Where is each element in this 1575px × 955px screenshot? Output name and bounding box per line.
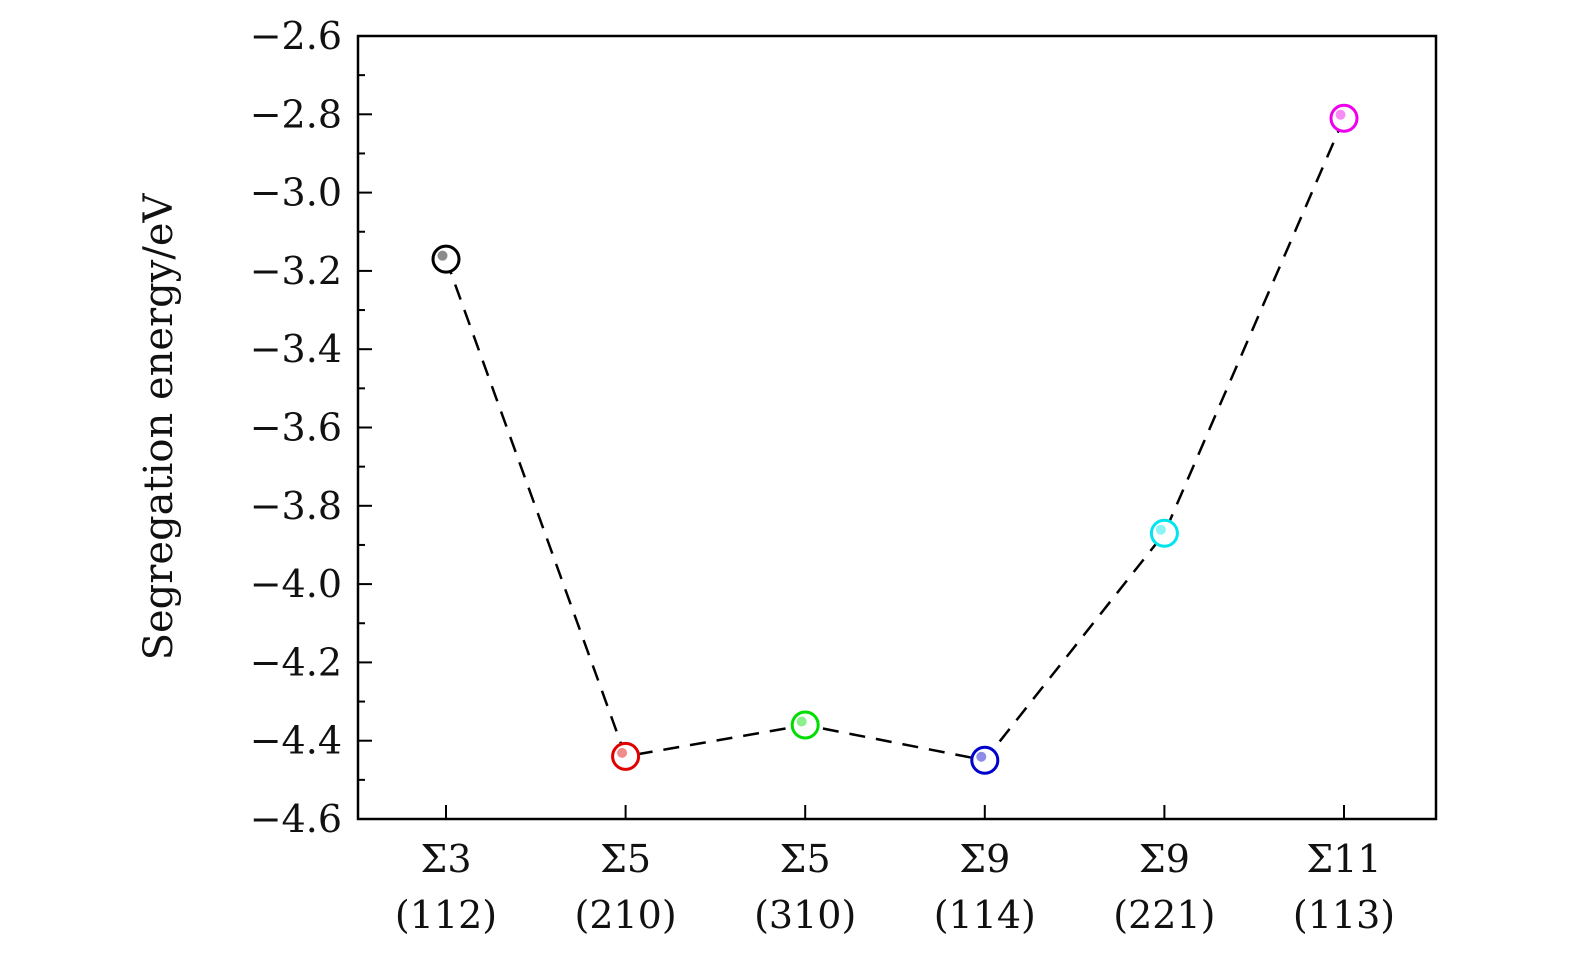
marker-dot (617, 747, 628, 758)
marker-ring (790, 710, 820, 740)
x-tick-labels: Σ3 (112) Σ5 (210) Σ5 (310) Σ9 (114) Σ9 (221) Σ11 (1… (395, 837, 1395, 937)
ticks-layer (358, 35, 1345, 820)
y-tick-label: −4.2 (250, 640, 342, 684)
x-tick-label-sigma: Σ9 (1139, 837, 1190, 881)
y-tick-label: −3.4 (250, 327, 342, 371)
marker-dot (976, 751, 987, 762)
data-point (1329, 103, 1359, 133)
data-point (970, 745, 1000, 775)
marker-dot (1335, 109, 1346, 120)
x-tick-label-sigma: Σ9 (959, 837, 1010, 881)
data-point (1149, 518, 1179, 548)
y-tick-label: −3.6 (250, 406, 342, 450)
x-tick-label-sigma: Σ3 (420, 837, 471, 881)
data-point (611, 741, 641, 771)
x-tick-label-sigma: Σ5 (600, 837, 651, 881)
marker-dot (796, 716, 807, 727)
y-tick-label: −2.6 (250, 14, 342, 58)
y-tick-labels: −2.6 −2.8 −3.0 −3.2 −3.4 −3.6 −3.8 −4.0 −4.2 −4.4… (250, 14, 342, 841)
plot-frame (356, 34, 1438, 821)
connector-line-layer (444, 117, 1346, 762)
marker-ring (611, 741, 641, 771)
marker-ring (431, 244, 461, 274)
marker-dot (1155, 524, 1166, 535)
data-point (790, 710, 820, 740)
x-tick-label-plane: (210) (575, 893, 677, 937)
marker-dot (437, 250, 448, 261)
marker-ring (970, 745, 1000, 775)
series-line (444, 117, 1346, 762)
data-point (431, 244, 461, 274)
x-tick-label-plane: (310) (754, 893, 856, 937)
x-tick-label-plane: (113) (1293, 893, 1395, 937)
y-tick-label: −3.8 (250, 484, 342, 528)
y-tick-label: −2.8 (250, 92, 342, 136)
y-tick-label: −4.6 (250, 797, 342, 841)
x-tick-label-sigma: Σ5 (780, 837, 831, 881)
y-tick-label: −3.2 (250, 249, 342, 293)
x-tick-label-plane: (112) (395, 893, 497, 937)
x-tick-label-sigma: Σ11 (1306, 837, 1381, 881)
x-tick-label-plane: (221) (1113, 893, 1215, 937)
y-axis-title: Segregation energy/eV (136, 192, 182, 660)
marker-ring (1329, 103, 1359, 133)
points-layer (431, 103, 1359, 775)
x-tick-label-plane: (114) (934, 893, 1036, 937)
y-tick-label: −4.4 (250, 719, 342, 763)
marker-ring (1149, 518, 1179, 548)
y-tick-label: −3.0 (250, 171, 342, 215)
y-tick-label: −4.0 (250, 562, 342, 606)
